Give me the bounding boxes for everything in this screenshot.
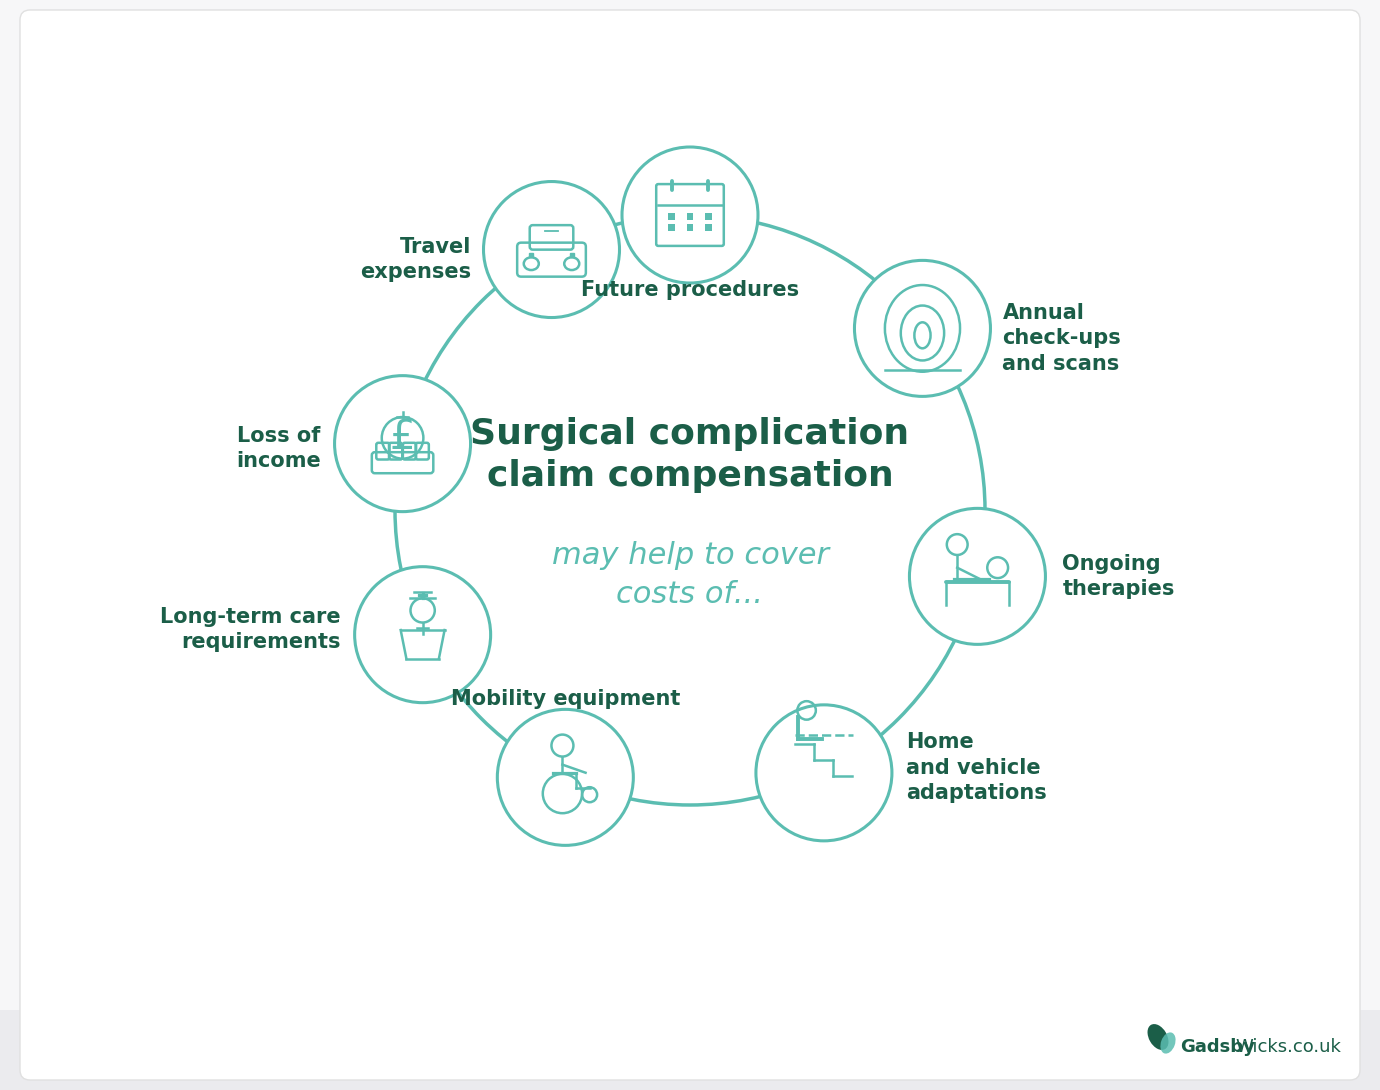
Ellipse shape [1148, 1025, 1169, 1050]
Text: Annual
check-ups
and scans: Annual check-ups and scans [1002, 303, 1121, 374]
Bar [0, 1010, 1380, 1090]
Text: Ongoing
therapies: Ongoing therapies [1063, 554, 1174, 600]
FancyBboxPatch shape [687, 214, 693, 219]
Text: may help to cover
costs of...: may help to cover costs of... [552, 542, 828, 608]
Circle shape [483, 182, 620, 317]
FancyBboxPatch shape [705, 214, 712, 219]
Text: Home
and vehicle
adaptations: Home and vehicle adaptations [905, 732, 1046, 803]
Text: Future procedures: Future procedures [581, 280, 799, 300]
Circle shape [497, 710, 633, 846]
Text: Gadsby: Gadsby [1180, 1038, 1254, 1056]
Text: Wicks.co.uk: Wicks.co.uk [1235, 1038, 1341, 1056]
Circle shape [622, 147, 758, 283]
FancyBboxPatch shape [668, 214, 675, 219]
Circle shape [909, 508, 1046, 644]
Circle shape [854, 261, 991, 397]
Circle shape [355, 567, 491, 703]
Text: Mobility equipment: Mobility equipment [451, 689, 680, 710]
Text: Surgical complication
claim compensation: Surgical complication claim compensation [471, 417, 909, 493]
FancyBboxPatch shape [705, 225, 712, 231]
Text: Long-term care
requirements: Long-term care requirements [160, 607, 341, 653]
Circle shape [756, 705, 891, 840]
Text: £: £ [389, 417, 415, 458]
FancyBboxPatch shape [19, 10, 1361, 1080]
FancyBboxPatch shape [687, 225, 693, 231]
Circle shape [334, 376, 471, 511]
Ellipse shape [1161, 1032, 1176, 1054]
FancyBboxPatch shape [668, 225, 675, 231]
Text: Loss of
income: Loss of income [236, 426, 320, 472]
Text: Travel
expenses: Travel expenses [360, 237, 472, 282]
